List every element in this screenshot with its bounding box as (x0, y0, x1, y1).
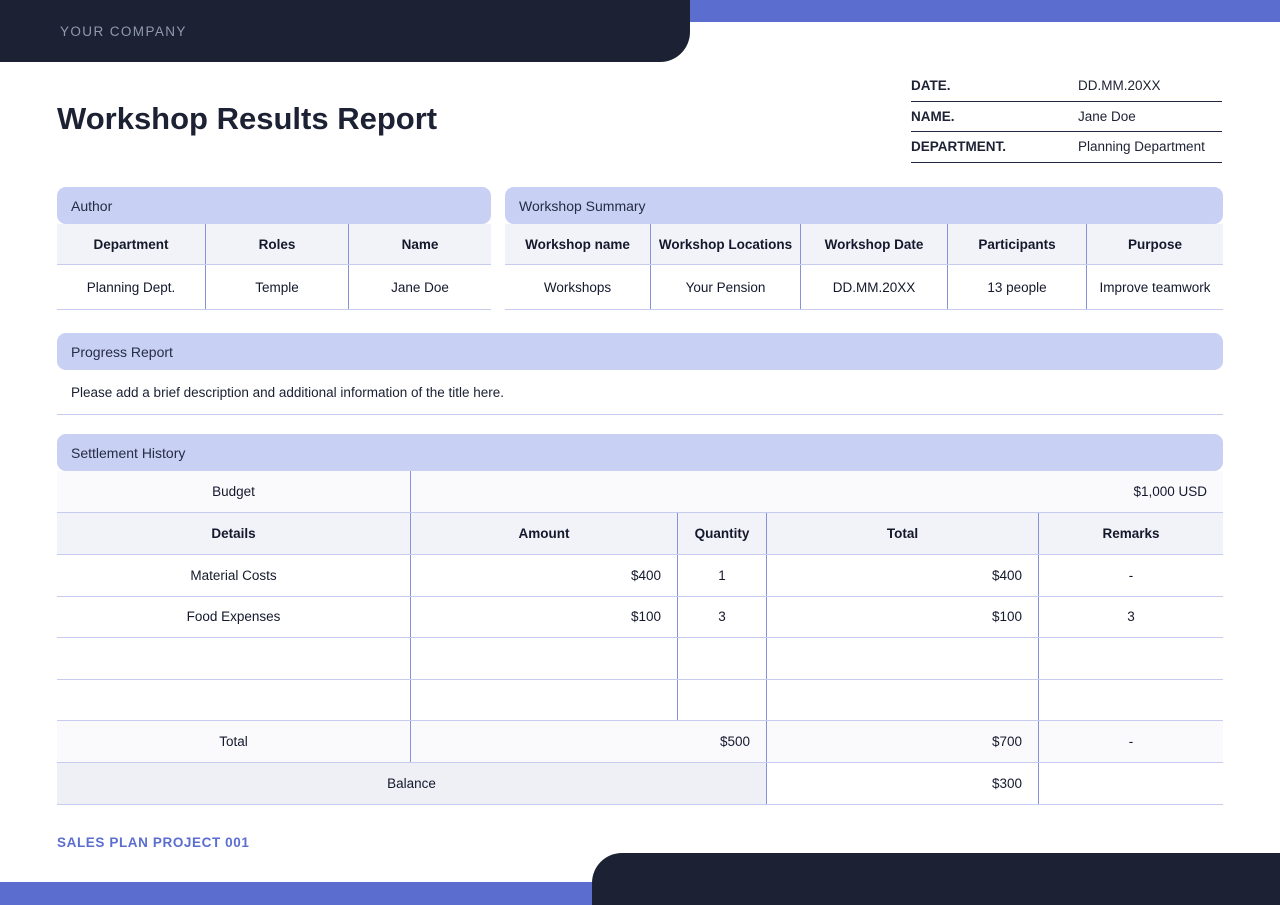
author-section: Author Department Roles Name Planning De… (57, 187, 491, 310)
total-cell (766, 638, 1038, 679)
author-table-row: Planning Dept. Temple Jane Doe (57, 265, 491, 310)
total-cell: $400 (766, 555, 1038, 596)
total-cell (766, 679, 1038, 720)
balance-remarks (1038, 763, 1223, 804)
company-name: YOUR COMPANY (60, 23, 187, 39)
settlement-history-header: Settlement History (57, 434, 1223, 471)
settlement-row (57, 679, 1223, 721)
meta-value: Jane Doe (1078, 108, 1136, 124)
column-header: Department (93, 236, 169, 252)
column-header: Workshop Date (800, 224, 947, 264)
amount-cell: $100 (410, 596, 677, 637)
workshop-location: Your Pension (650, 265, 800, 309)
remarks-cell (1038, 638, 1223, 679)
total-label: Total (219, 734, 248, 749)
meta-label: NAME. (911, 108, 955, 124)
remarks-cell: - (1038, 555, 1223, 596)
balance-label: Balance (57, 763, 766, 804)
amount-cell (410, 679, 677, 720)
author-name: Jane Doe (348, 265, 491, 309)
page-title: Workshop Results Report (57, 101, 438, 136)
meta-row-department: DEPARTMENT. Planning Department (911, 132, 1222, 163)
meta-row-name: NAME. Jane Doe (911, 102, 1222, 132)
workshop-name: Workshops (543, 279, 612, 295)
settlement-total-row: Total $500 $700 - (57, 721, 1223, 763)
settlement-balance-row: Balance $300 (57, 763, 1223, 805)
remarks-cell: 3 (1038, 596, 1223, 637)
column-header: Total (766, 513, 1038, 554)
column-header: Workshop name (525, 236, 630, 252)
summary-table-row: Workshops Your Pension DD.MM.20XX 13 peo… (505, 265, 1223, 310)
author-table-header: Department Roles Name (57, 224, 491, 265)
budget-row: Budget $1,000 USD (57, 471, 1223, 513)
settlement-row (57, 638, 1223, 680)
meta-value: Planning Department (1078, 139, 1205, 155)
column-header: Details (211, 526, 256, 541)
author-role: Temple (205, 265, 348, 309)
column-header: Participants (947, 224, 1086, 264)
workshop-participants: 13 people (947, 265, 1086, 309)
details-cell: Material Costs (190, 567, 277, 583)
column-header: Purpose (1086, 224, 1223, 264)
remarks-cell (1038, 679, 1223, 720)
quantity-cell: 1 (677, 555, 766, 596)
author-department: Planning Dept. (86, 279, 176, 295)
workshop-purpose: Improve teamwork (1086, 265, 1223, 309)
column-header: Quantity (677, 513, 766, 554)
total-amount: $500 (410, 721, 766, 762)
meta-label: DEPARTMENT. (911, 139, 1007, 155)
settlement-table-header: Details Amount Quantity Total Remarks (57, 513, 1223, 555)
meta-value: DD.MM.20XX (1078, 78, 1161, 94)
company-header-bar: YOUR COMPANY (0, 0, 690, 62)
bottom-accent-bar (0, 882, 625, 905)
progress-report-section: Progress Report Please add a brief descr… (57, 333, 1223, 415)
bottom-corner-shape (592, 853, 1280, 905)
meta-block: DATE. DD.MM.20XX NAME. Jane Doe DEPARTME… (911, 71, 1222, 163)
workshop-summary-section: Workshop Summary Workshop name Workshop … (505, 187, 1223, 310)
settlement-row: Material Costs $400 1 $400 - (57, 555, 1223, 597)
column-header: Roles (205, 224, 348, 264)
details-cell (57, 638, 410, 679)
quantity-cell (677, 638, 766, 679)
settlement-history-section: Settlement History Budget $1,000 USD Det… (57, 434, 1223, 805)
workshop-summary-header: Workshop Summary (505, 187, 1223, 224)
meta-label: DATE. (911, 78, 951, 94)
summary-table-header: Workshop name Workshop Locations Worksho… (505, 224, 1223, 265)
total-remarks: - (1038, 721, 1223, 762)
settlement-row: Food Expenses $100 3 $100 3 (57, 596, 1223, 638)
progress-description: Please add a brief description and addit… (71, 385, 505, 400)
meta-row-date: DATE. DD.MM.20XX (911, 71, 1222, 102)
quantity-cell: 3 (677, 596, 766, 637)
budget-value: $1,000 USD (410, 471, 1223, 512)
balance-total: $300 (766, 763, 1038, 804)
amount-cell: $400 (410, 555, 677, 596)
project-label: SALES PLAN PROJECT 001 (57, 835, 250, 850)
column-header: Remarks (1038, 513, 1223, 554)
total-cell: $100 (766, 596, 1038, 637)
amount-cell (410, 638, 677, 679)
budget-label: Budget (212, 484, 255, 499)
total-total: $700 (766, 721, 1038, 762)
details-cell: Food Expenses (186, 609, 281, 625)
column-header: Name (348, 224, 491, 264)
column-header: Amount (410, 513, 677, 554)
workshop-date: DD.MM.20XX (800, 265, 947, 309)
details-cell (57, 680, 410, 721)
progress-underline (57, 414, 1223, 415)
author-section-header: Author (57, 187, 491, 224)
top-accent-bar (575, 0, 1280, 22)
progress-report-header: Progress Report (57, 333, 1223, 370)
column-header: Workshop Locations (650, 224, 800, 264)
quantity-cell (677, 679, 766, 720)
